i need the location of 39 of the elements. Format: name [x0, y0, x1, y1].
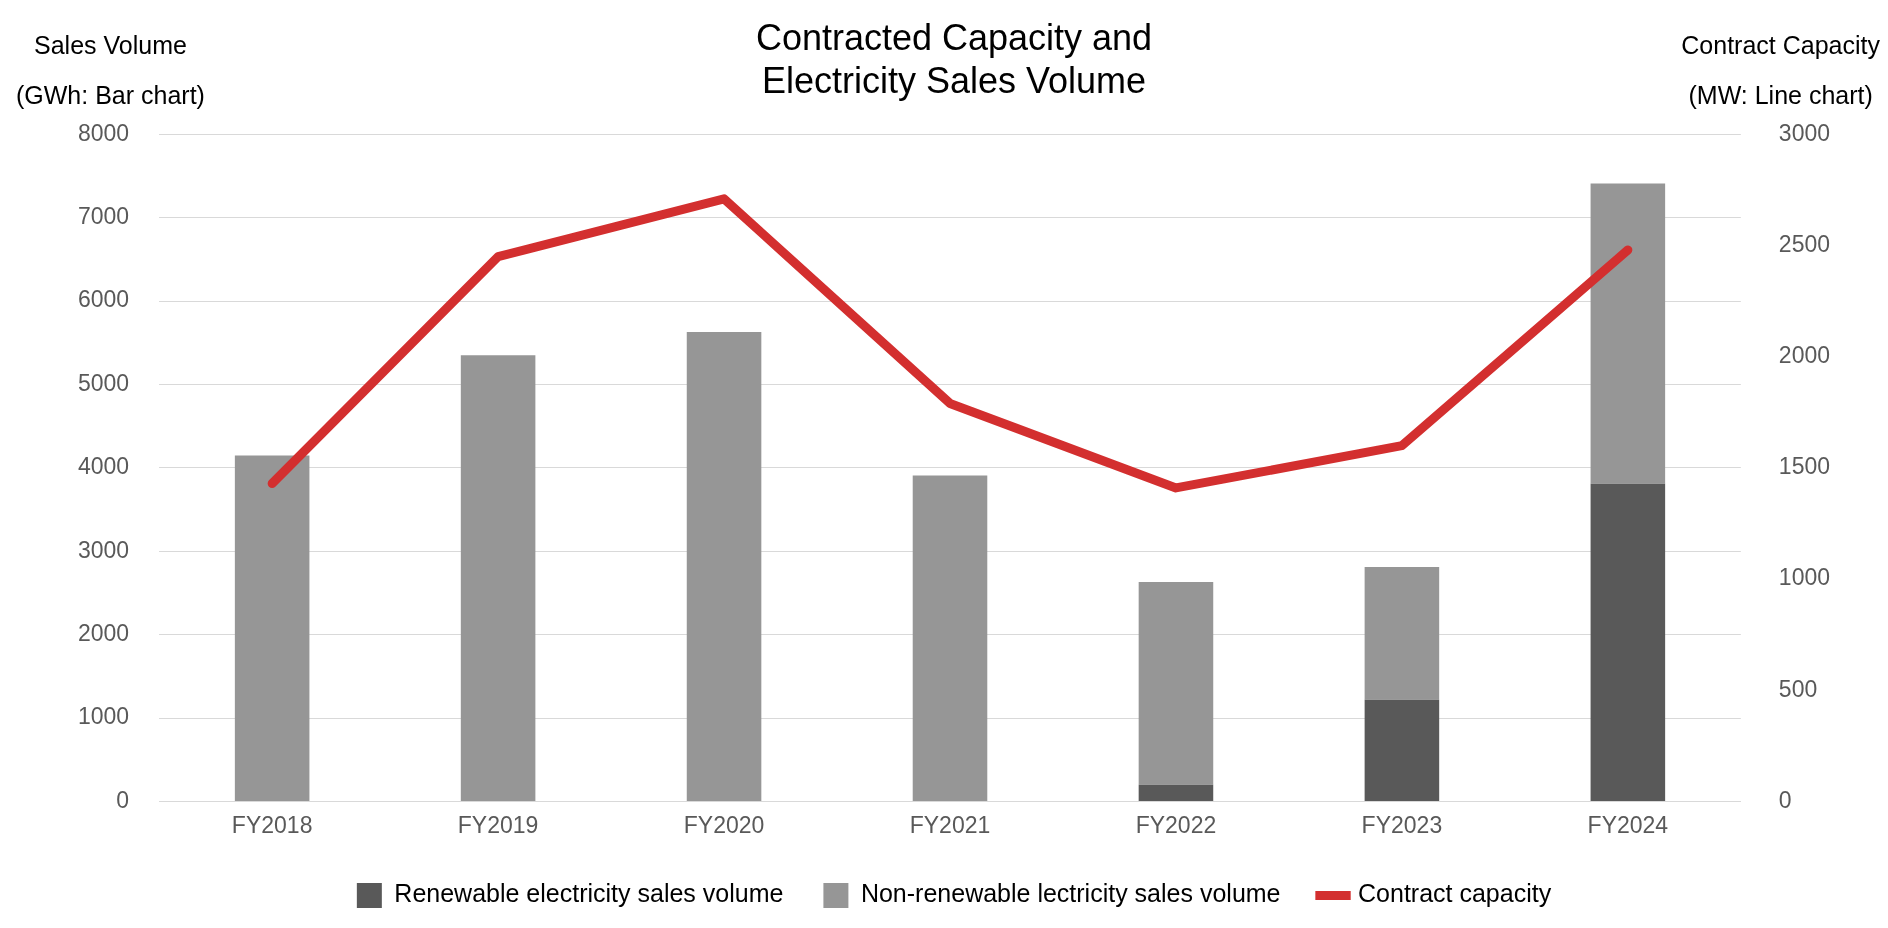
y2-tick-label: 1000: [1778, 564, 1831, 591]
legend-label: Contract capacity: [1358, 879, 1552, 908]
bar: [912, 475, 988, 801]
bar: [1364, 567, 1440, 700]
x-tick-label: FY2022: [1135, 811, 1217, 838]
bar: [1590, 483, 1666, 801]
bar: [1138, 582, 1214, 785]
bar: [686, 332, 762, 801]
x-tick-label: FY2019: [457, 811, 539, 838]
y2-axis-title: Contract Capacity (MW: Line chart): [1681, 30, 1880, 111]
y-tick-label: 8000: [77, 119, 130, 146]
bar: [1138, 784, 1214, 801]
y-tick-label: 1000: [77, 703, 130, 730]
legend-label: Non-renewable lectricity sales volume: [860, 879, 1281, 908]
x-tick-label: FY2021: [909, 811, 991, 838]
bar: [234, 455, 310, 801]
y2-tick-label: 0: [1778, 786, 1792, 813]
x-tick-label: FY2018: [231, 811, 313, 838]
y2-tick-label: 3000: [1778, 119, 1831, 146]
x-tick-label: FY2023: [1361, 811, 1443, 838]
bar: [1364, 699, 1440, 801]
chart-title: Contracted Capacity and Electricity Sales Volume: [755, 16, 1153, 101]
x-tick-label: FY2024: [1587, 811, 1669, 838]
y2-tick-label: 1500: [1778, 453, 1831, 480]
y-tick-label: 7000: [77, 203, 130, 230]
y-tick-label: 5000: [77, 369, 130, 396]
y-axis-title: Sales Volume (GWh: Bar chart): [16, 30, 205, 111]
x-tick-label: FY2020: [683, 811, 765, 838]
y-tick-label: 3000: [77, 536, 130, 563]
legend-label: Renewable electricity sales volume: [394, 879, 784, 908]
y2-tick-label: 500: [1778, 675, 1818, 702]
y2-tick-label: 2500: [1778, 230, 1831, 257]
y-tick-label: 6000: [77, 286, 130, 313]
bar: [460, 355, 536, 801]
y-tick-label: 2000: [77, 619, 130, 646]
bar: [1590, 183, 1666, 484]
y2-tick-label: 2000: [1778, 342, 1831, 369]
y-tick-label: 4000: [77, 453, 130, 480]
y-tick-label: 0: [116, 786, 130, 813]
